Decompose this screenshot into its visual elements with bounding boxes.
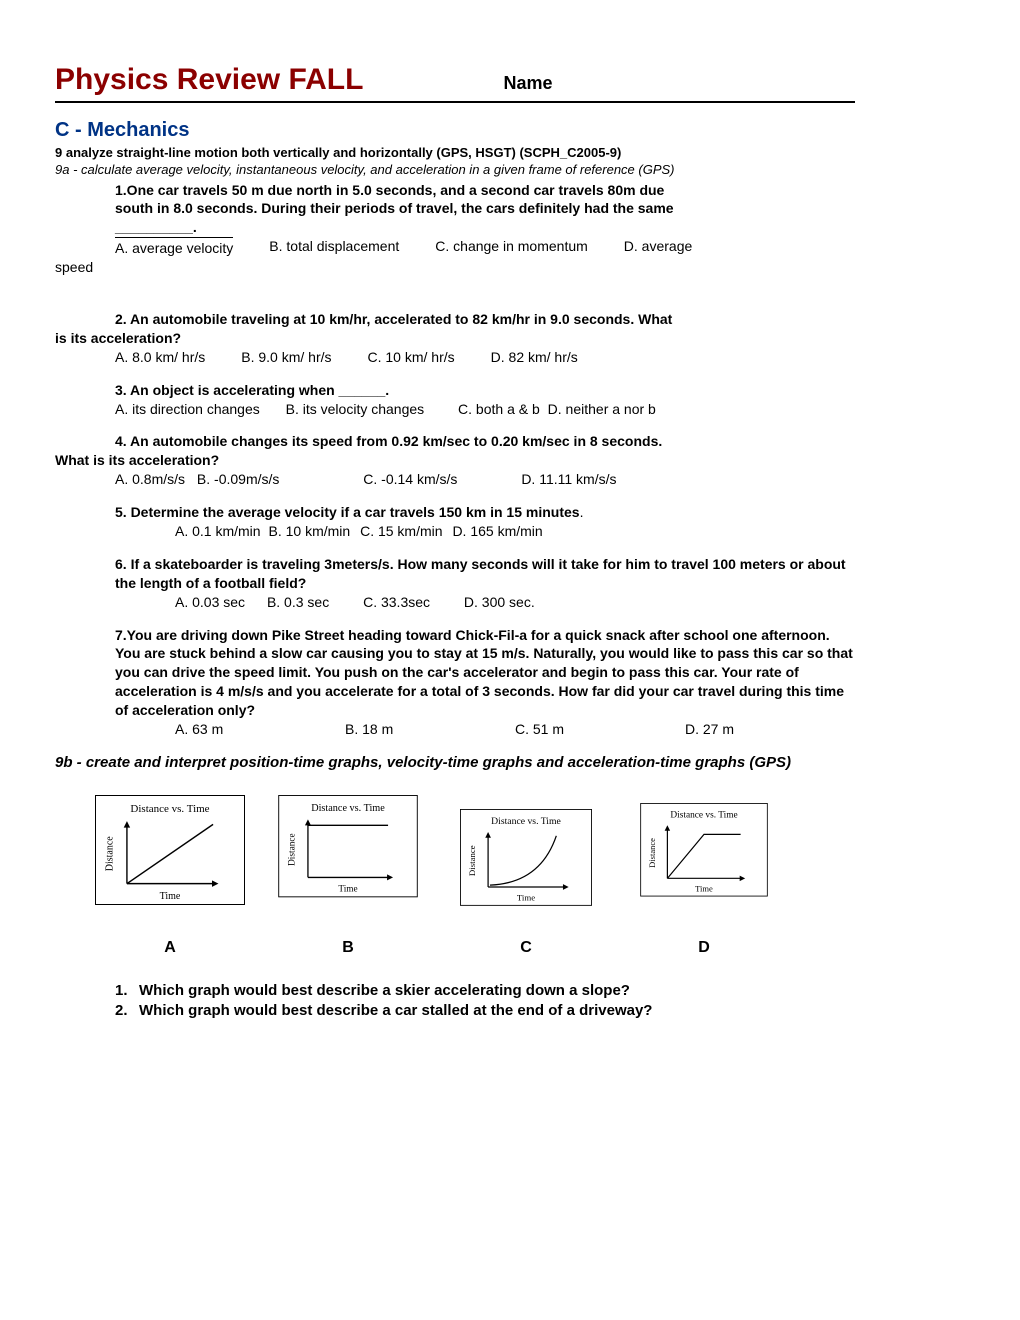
q2-opt-b: B. 9.0 km/ hr/s: [241, 348, 331, 367]
q3-opt-b: B. its velocity changes: [286, 401, 425, 417]
question-3: 3. An object is accelerating when ______…: [55, 381, 855, 419]
standard-text: 9 analyze straight-line motion both vert…: [55, 144, 855, 162]
q1-blank: __________: [115, 219, 193, 235]
question-2: 2. An automobile traveling at 10 km/hr, …: [55, 291, 855, 367]
graph-labels: A B C D: [55, 937, 855, 959]
q6-text: 6. If a skateboarder is traveling 3meter…: [115, 556, 846, 591]
q7-opt-d: D. 27 m: [685, 720, 734, 739]
graphs-row: Distance vs. Time Distance Time Distance…: [55, 795, 855, 919]
q4-opt-d: D. 11.11 km/s/s: [521, 471, 616, 487]
page-title: Physics Review FALL: [55, 60, 503, 101]
q7-opt-c: C. 51 m: [515, 720, 685, 739]
q1-speed: speed: [55, 258, 855, 277]
label-d: D: [629, 937, 779, 959]
q1-line2: south in 8.0 seconds. During their perio…: [115, 200, 674, 216]
section-heading: C - Mechanics: [55, 117, 855, 144]
q6-opt-b: B. 0.3 sec: [267, 594, 329, 610]
graph-questions: 1.Which graph would best describe a skie…: [55, 981, 855, 1022]
label-a: A: [95, 937, 245, 959]
q5-opt-a: A. 0.1 km/min: [175, 523, 261, 539]
q1-opt-d: D. average: [624, 237, 692, 258]
q1-opt-b: B. total displacement: [269, 237, 399, 258]
q1-opt-a: A. average velocity: [115, 237, 233, 258]
graph-b: Distance vs. Time Distance Time: [278, 795, 418, 897]
q4-opt-c: C. -0.14 km/s/s: [363, 471, 457, 487]
q1-line1: 1.One car travels 50 m due north in 5.0 …: [115, 182, 664, 198]
q7-opt-b: B. 18 m: [345, 720, 515, 739]
q5-text: 5. Determine the average velocity if a c…: [115, 504, 580, 520]
q2-opt-c: C. 10 km/ hr/s: [368, 348, 455, 367]
substandard-9a: 9a - calculate average velocity, instant…: [55, 161, 855, 179]
q5-opt-c: C. 15 km/min: [360, 523, 442, 539]
graph-c: Distance vs. Time Distance Time: [460, 809, 592, 906]
q3-opt-c: C. both a & b: [458, 401, 540, 417]
q6-opt-c: C. 33.3sec: [363, 594, 430, 610]
question-6: 6. If a skateboarder is traveling 3meter…: [55, 555, 855, 612]
q1-opt-c: C. change in momentum: [435, 237, 588, 258]
question-5: 5. Determine the average velocity if a c…: [55, 503, 855, 541]
question-1: 1.One car travels 50 m due north in 5.0 …: [55, 181, 855, 277]
q6-opt-a: A. 0.03 sec: [175, 594, 245, 610]
title-bar: Physics Review FALL Name: [55, 60, 855, 103]
q5-opt-d: D. 165 km/min: [452, 523, 542, 539]
question-7: 7.You are driving down Pike Street headi…: [55, 626, 855, 739]
graph-d: Distance vs. Time Distance Time: [640, 803, 768, 897]
label-b: B: [273, 937, 423, 959]
label-c: C: [451, 937, 601, 959]
q2-opt-a: A. 8.0 km/ hr/s: [115, 348, 205, 367]
q3-opt-d: D. neither a nor b: [548, 401, 656, 417]
q5-opt-b: B. 10 km/min: [268, 523, 350, 539]
question-4: 4. An automobile changes its speed from …: [55, 432, 855, 489]
q6-opt-d: D. 300 sec.: [464, 594, 535, 610]
q7-text: 7.You are driving down Pike Street headi…: [115, 627, 853, 719]
q2-opt-d: D. 82 km/ hr/s: [491, 348, 578, 367]
q7-opt-a: A. 63 m: [175, 720, 345, 739]
name-label: Name: [503, 71, 552, 95]
q3-opt-a: A. its direction changes: [115, 401, 260, 417]
substandard-9b: 9b - create and interpret position-time …: [55, 753, 855, 773]
q4-opt-b: B. -0.09m/s/s: [197, 471, 279, 487]
gq2: Which graph would best describe a car st…: [139, 1002, 652, 1019]
graph-a: Distance vs. Time Distance Time: [95, 795, 245, 905]
q4-opt-a: A. 0.8m/s/s: [115, 471, 185, 487]
gq1: Which graph would best describe a skier …: [139, 982, 630, 999]
q3-text: 3. An object is accelerating when ______…: [115, 382, 389, 398]
